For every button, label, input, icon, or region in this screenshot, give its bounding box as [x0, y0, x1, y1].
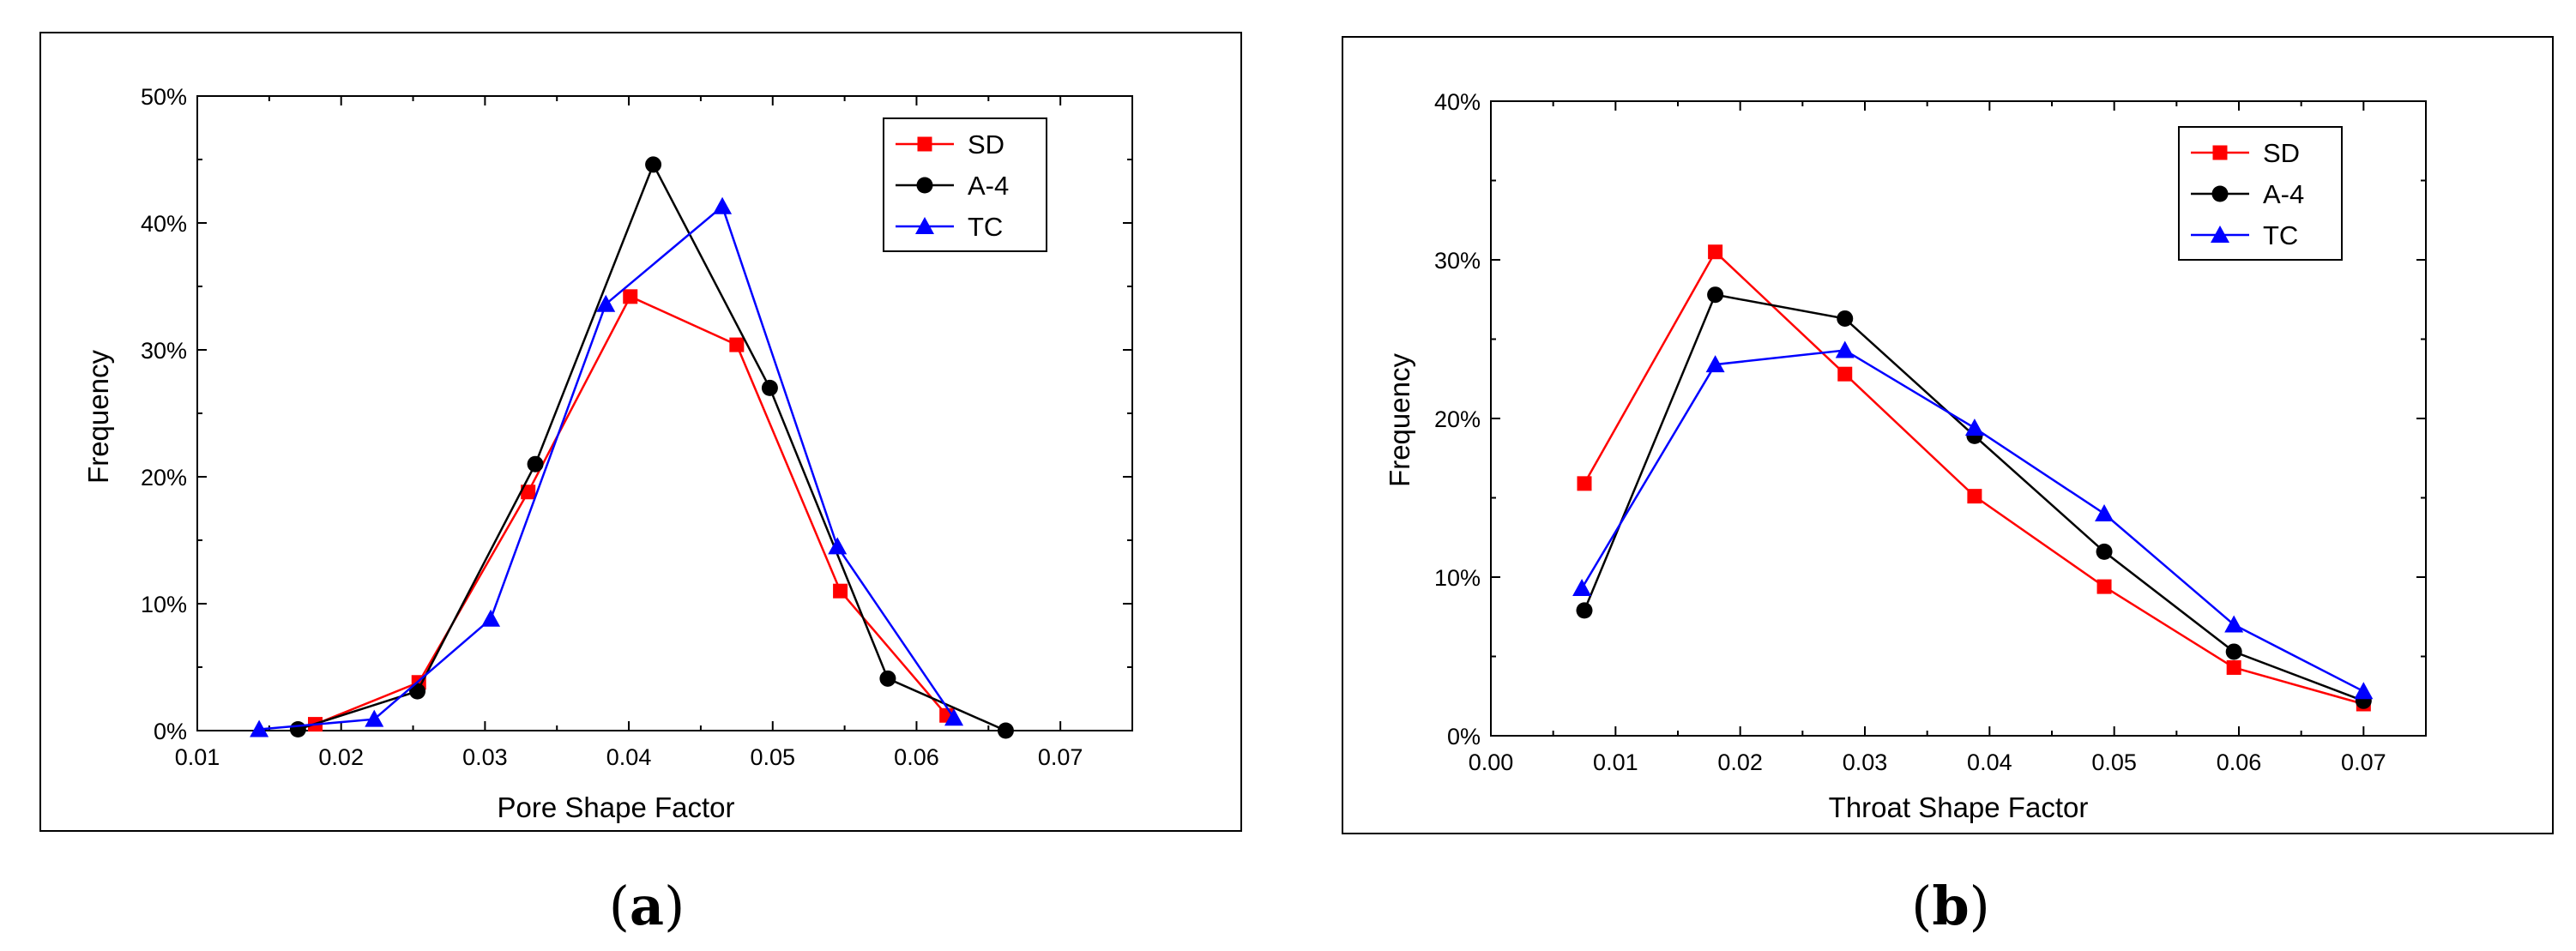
data-point-tc — [1705, 355, 1725, 373]
y-tick-label: 30% — [141, 338, 187, 364]
data-point-tc — [365, 709, 384, 727]
data-point-tc — [713, 196, 733, 214]
legend-label-sd: SD — [2263, 138, 2300, 168]
data-point-a-4 — [761, 379, 778, 396]
panel-label: (b) — [1911, 875, 1990, 937]
data-point-tc — [250, 719, 269, 737]
panel-label: (a) — [609, 875, 685, 937]
data-point-sd — [1577, 476, 1592, 491]
data-point-tc — [2095, 504, 2114, 521]
x-tick-label: 0.04 — [606, 744, 652, 770]
data-point-a-4 — [1837, 310, 1854, 327]
y-tick-label: 40% — [141, 211, 187, 237]
legend-marker-sd — [2212, 145, 2228, 160]
x-tick-label: 0.07 — [2341, 749, 2386, 775]
data-point-a-4 — [645, 156, 662, 173]
x-tick-label: 0.07 — [1038, 744, 1083, 770]
legend-label-tc: TC — [2263, 220, 2298, 250]
x-tick-label: 0.05 — [2091, 749, 2137, 775]
y-axis-label: Frequency — [1384, 353, 1415, 487]
y-axis-label: Frequency — [82, 350, 114, 484]
data-point-a-4 — [879, 670, 896, 687]
panel-frame — [1342, 36, 2554, 834]
chart-panel-b: Throat Shape Factor Frequency (b) 0.00 0.… — [1342, 36, 2554, 937]
data-point-a-4 — [1576, 602, 1593, 619]
y-tick-label: 10% — [141, 592, 187, 617]
data-point-tc — [2224, 615, 2244, 633]
legend-label-a-4: A-4 — [2263, 179, 2304, 209]
x-tick-label: 0.03 — [1843, 749, 1888, 775]
legend-label-sd: SD — [968, 129, 1004, 160]
data-point-sd — [1967, 489, 1982, 504]
x-tick-label: 0.03 — [462, 744, 508, 770]
panel-frame — [39, 32, 1242, 832]
x-tick-label: 0.01 — [1593, 749, 1638, 775]
y-tick-label: 20% — [1434, 406, 1481, 432]
legend-marker-a-4 — [916, 177, 933, 194]
legend-marker-tc — [2211, 226, 2229, 243]
data-point-a-4 — [2225, 643, 2242, 660]
y-tick-label: 10% — [1434, 565, 1481, 591]
data-point-tc — [944, 708, 964, 726]
data-point-sd — [2226, 659, 2241, 675]
y-tick-label: 20% — [141, 465, 187, 491]
data-point-tc — [481, 609, 501, 627]
legend-label-a-4: A-4 — [968, 171, 1009, 201]
data-point-tc — [828, 537, 848, 555]
x-tick-label: 0.06 — [894, 744, 939, 770]
x-tick-label: 0.06 — [2217, 749, 2262, 775]
legend-marker-a-4 — [2211, 185, 2229, 202]
panel-letter: a — [630, 875, 664, 937]
panel-letter: b — [1932, 875, 1969, 937]
data-point-tc — [2354, 682, 2374, 700]
data-point-a-4 — [2096, 543, 2113, 560]
data-point-sd — [1837, 366, 1853, 382]
data-point-sd — [2096, 579, 2112, 594]
data-point-a-4 — [289, 721, 306, 738]
data-point-tc — [1964, 418, 1984, 436]
legend-marker-tc — [915, 217, 934, 234]
data-point-sd — [729, 337, 745, 352]
data-point-tc — [1835, 340, 1855, 358]
data-point-sd — [521, 485, 536, 500]
data-point-a-4 — [997, 722, 1014, 739]
y-tick-label: 0% — [1447, 724, 1481, 749]
chart-panel-a: Pore Shape Factor Frequency (a) 0.01 0.02… — [39, 32, 1242, 937]
x-tick-label: 0.02 — [1717, 749, 1763, 775]
data-point-sd — [833, 583, 848, 599]
x-tick-label: 0.04 — [1967, 749, 2012, 775]
legend-label-tc: TC — [968, 212, 1003, 242]
data-point-a-4 — [409, 683, 426, 700]
data-point-tc — [596, 294, 616, 312]
x-axis-label: Pore Shape Factor — [498, 791, 735, 823]
data-point-a-4 — [527, 455, 544, 472]
x-tick-label: 0.00 — [1469, 749, 1514, 775]
data-point-sd — [1708, 244, 1723, 260]
y-tick-label: 50% — [141, 84, 187, 110]
data-point-tc — [1572, 578, 1592, 596]
y-tick-label: 40% — [1434, 89, 1481, 115]
legend-marker-sd — [917, 136, 932, 152]
x-tick-label: 0.01 — [175, 744, 220, 770]
y-tick-label: 0% — [154, 719, 187, 744]
data-point-a-4 — [1707, 286, 1724, 304]
data-point-sd — [623, 289, 638, 304]
x-tick-label: 0.05 — [750, 744, 795, 770]
y-tick-label: 30% — [1434, 248, 1481, 274]
x-tick-label: 0.02 — [318, 744, 364, 770]
x-axis-label: Throat Shape Factor — [1829, 791, 2089, 823]
